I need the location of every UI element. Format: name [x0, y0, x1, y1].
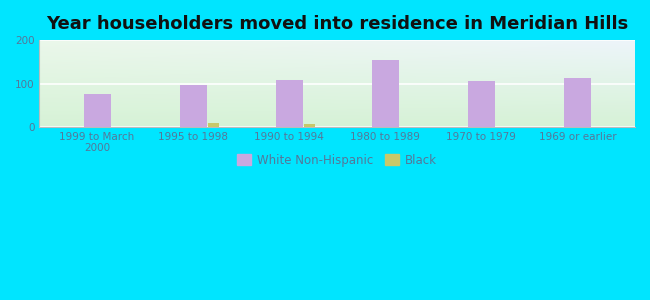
- Bar: [372, 60, 398, 127]
- Bar: [207, 124, 219, 127]
- Bar: [276, 80, 303, 127]
- Title: Year householders moved into residence in Meridian Hills: Year householders moved into residence i…: [46, 15, 629, 33]
- Bar: [304, 124, 315, 127]
- Bar: [468, 81, 495, 127]
- Legend: White Non-Hispanic, Black: White Non-Hispanic, Black: [233, 149, 442, 171]
- Bar: [179, 85, 207, 127]
- Bar: [84, 94, 111, 127]
- Bar: [564, 78, 591, 127]
